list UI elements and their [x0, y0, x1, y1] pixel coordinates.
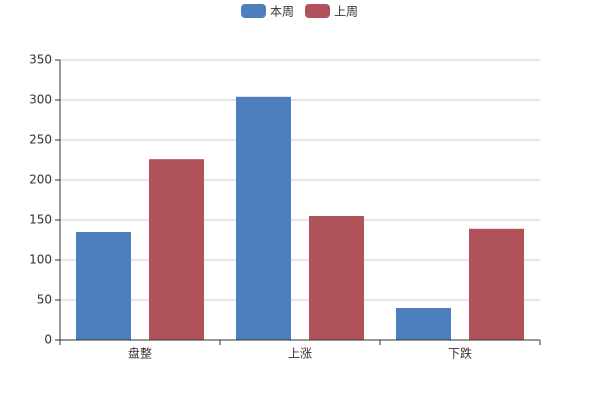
legend-label[interactable]: 上周 — [334, 5, 358, 19]
y-tick-label: 350 — [29, 53, 52, 67]
legend-swatch[interactable] — [241, 4, 266, 18]
bar — [469, 228, 524, 340]
legend-swatch[interactable] — [305, 4, 331, 18]
bar — [236, 96, 291, 340]
bar — [396, 308, 451, 340]
y-tick-label: 300 — [29, 93, 52, 107]
y-tick-label: 250 — [29, 133, 52, 147]
legend-label[interactable]: 本周 — [270, 5, 294, 19]
y-tick-label: 100 — [29, 253, 52, 267]
bar — [309, 216, 364, 340]
y-tick-label: 200 — [29, 173, 52, 187]
y-tick-label: 0 — [44, 333, 52, 347]
bar — [149, 159, 204, 340]
bar — [76, 232, 131, 340]
x-tick-label: 下跌 — [448, 346, 472, 361]
x-tick-label: 上涨 — [288, 346, 312, 361]
x-tick-label: 盘整 — [128, 346, 152, 361]
y-tick-label: 50 — [37, 293, 52, 307]
y-tick-label: 150 — [29, 213, 52, 227]
